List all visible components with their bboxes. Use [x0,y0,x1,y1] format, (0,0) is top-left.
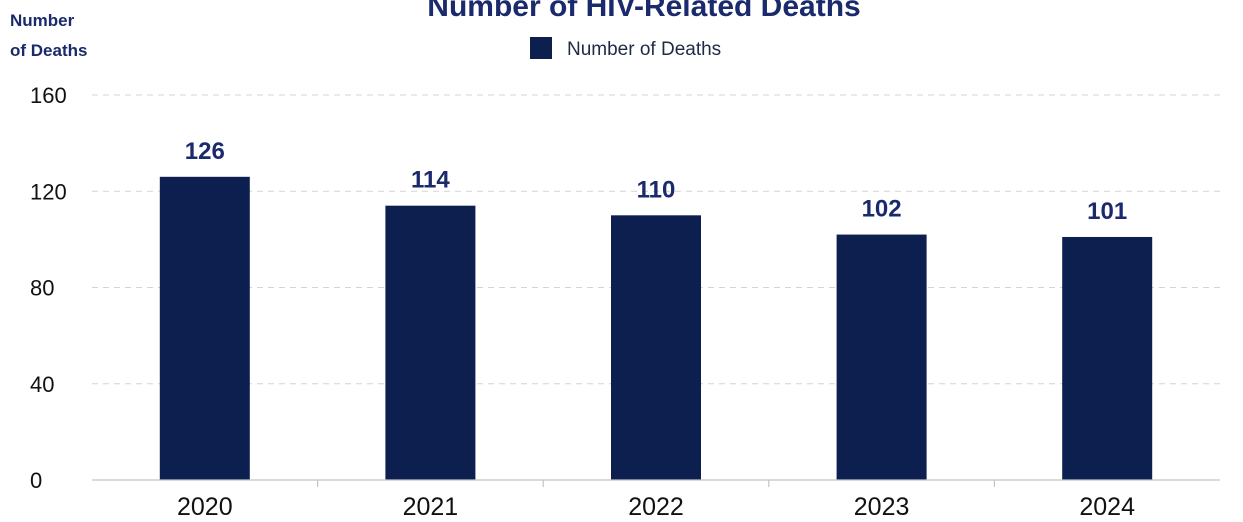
data-label-2022: 110 [637,176,676,203]
chart-title: Number of HIV-Related Deaths [427,0,860,23]
data-label-2020: 126 [185,138,225,165]
x-tick-label-2020: 2020 [177,493,233,521]
legend-swatch [530,37,552,59]
y-tick-label: 40 [30,372,54,397]
x-tick-label-2021: 2021 [403,493,459,521]
bar-2022 [611,215,701,480]
bar-2024 [1062,236,1153,480]
bar-2021 [385,205,476,480]
data-label-2024: 101 [1087,198,1127,225]
x-axis-ticks: 2020 2021 2022 2023 2024 [177,480,1135,521]
y-axis-label-line-1: Number [10,11,75,30]
y-tick-label: 160 [30,83,67,108]
y-tick-label: 80 [30,276,54,301]
bar-2023 [836,234,927,480]
bar-2020 [159,176,250,480]
x-tick-label-2023: 2023 [854,493,910,521]
legend-label: Number of Deaths [567,39,721,60]
data-label-2021: 114 [411,167,450,194]
bars [159,176,1153,480]
y-tick-label: 0 [30,468,42,493]
x-tick-label-2022: 2022 [628,493,684,521]
data-labels: 126 114 110 102 101 [185,138,1127,225]
y-tick-label: 120 [30,179,67,204]
y-axis-ticks: 0 40 80 120 160 [30,83,67,493]
x-tick-label-2024: 2024 [1079,493,1135,521]
y-axis-label-line-2: of Deaths [10,41,87,60]
data-label-2023: 102 [862,196,902,223]
legend: Number of Deaths [530,37,721,60]
